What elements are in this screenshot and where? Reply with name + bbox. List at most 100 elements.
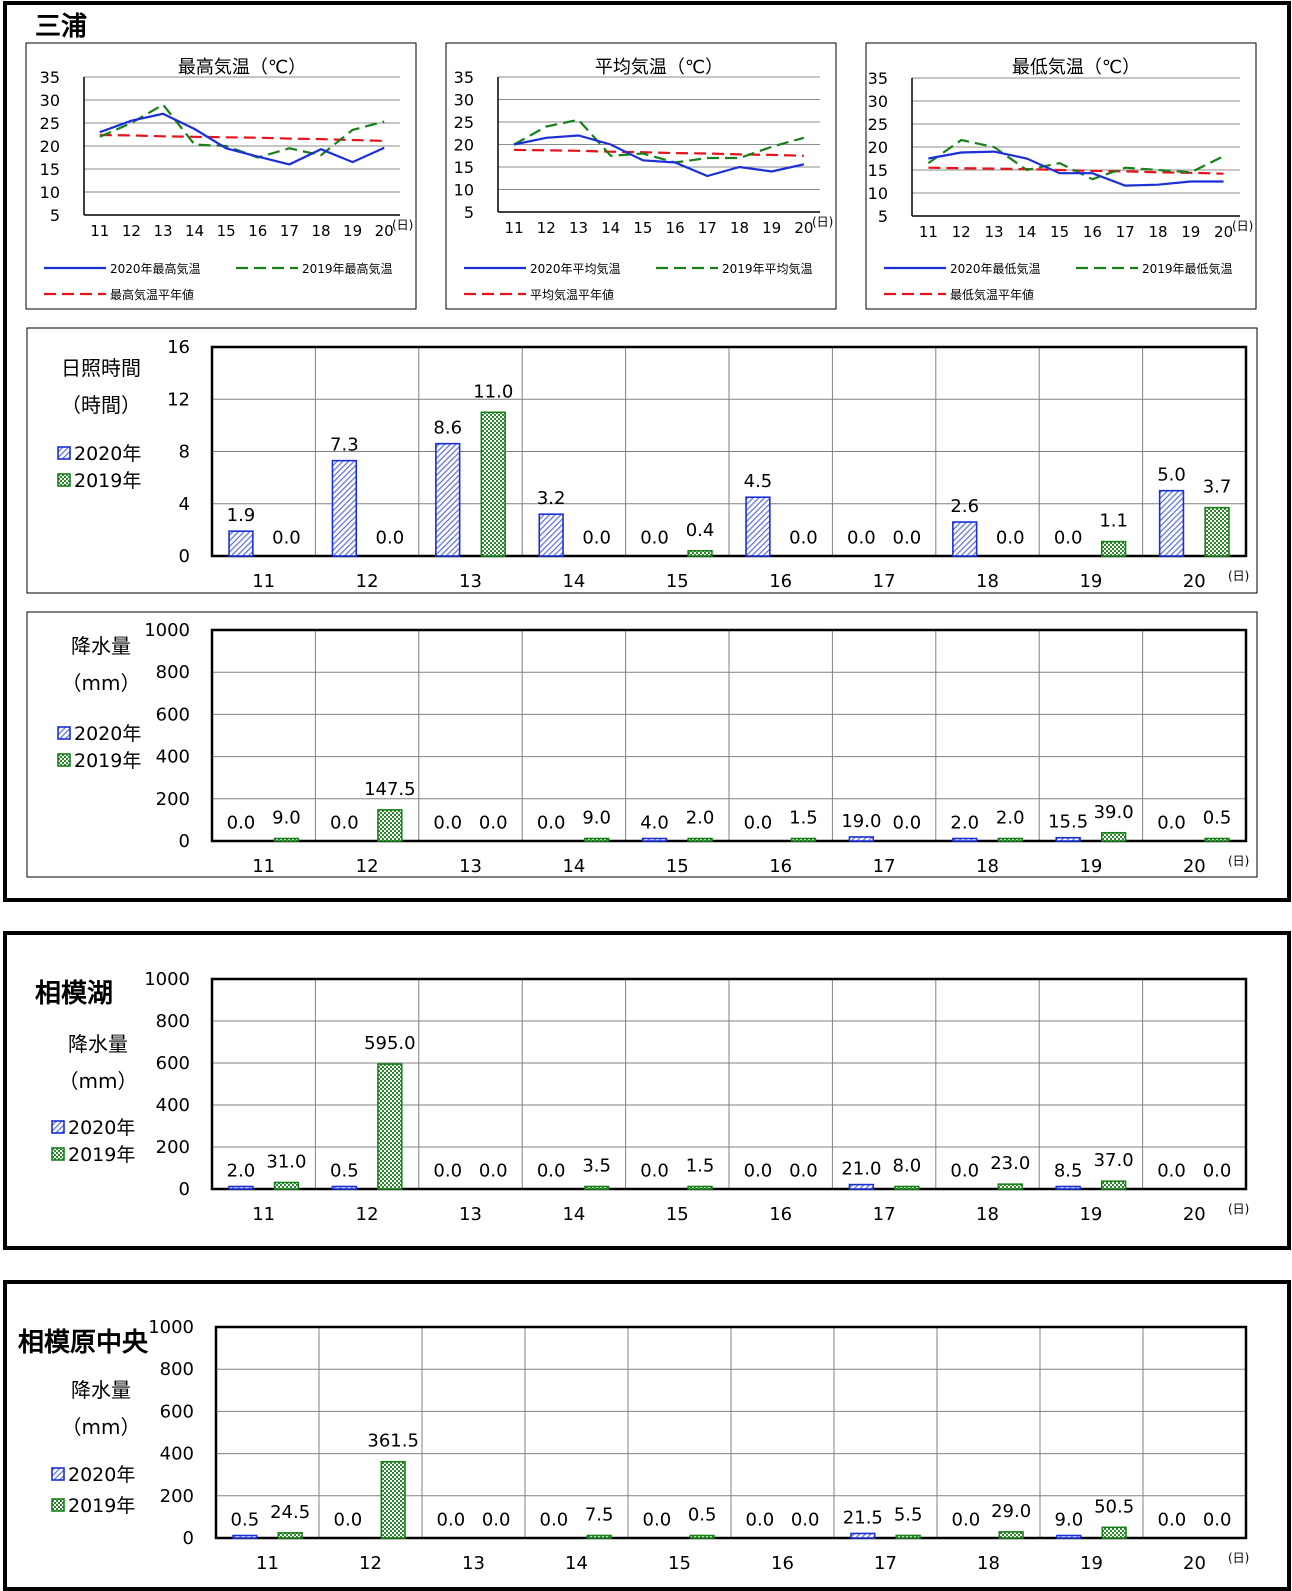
sagamiko_rain-x-tick-label: 11 [252,1204,275,1225]
miura_sun-y-tick-label: 4 [179,494,190,515]
sagamiko_rain-data-label-2019: 3.5 [582,1156,611,1177]
miura_rain-data-label-2019: 9.0 [582,808,611,829]
sagamiko_rain-data-label-2020: 0.0 [1157,1161,1186,1182]
miura_rain-data-label-2019: 147.5 [364,779,416,800]
miura_tmin-y-tick-label: 10 [868,184,888,203]
sagamihara_rain-y-tick-label: 1000 [148,1317,194,1338]
miura_tmax-normal-line [99,133,385,142]
miura_rain-plot-area [210,628,1248,843]
sagamihara_rain-bar-2020 [1056,1534,1082,1539]
miura_sun-x-tick-label: 15 [666,571,689,592]
miura_tmax-legend-label-2020: 2020年最高気温 [110,261,201,276]
miura_tmax-series-2019-line [99,103,385,159]
miura_tmax-x-tick-label: 15 [217,222,236,240]
sagamihara_rain-x-tick-label: 12 [359,1553,382,1574]
sagamihara_rain-bar-2020 [850,1532,876,1539]
miura_tmin-x-tick-label: 14 [1017,223,1036,241]
sagamihara_rain-legend-label-2020: 2020年 [68,1464,135,1486]
miura_rain-x-tick-label: 13 [459,856,482,877]
miura_tmin-legend-label-2020: 2020年最低気温 [950,261,1041,276]
miura_rain-x-tick-label: 14 [562,856,585,877]
miura_tavg-y-tick-label: 5 [464,203,474,222]
miura_tmin-legend-label-normal: 最低気温平年値 [950,287,1034,302]
miura_sun-data-label-2020: 3.2 [537,488,566,509]
miura_tmin-y-tick-label: 5 [878,207,888,226]
miura_rain-ylabel-line1: 降水量 [71,634,131,658]
miura_tavg-y-tick-label: 30 [454,91,474,110]
miura_sun-bar-2019 [1204,506,1230,557]
sagamihara_rain-x-tick-label: 13 [462,1553,485,1574]
miura_tmax-legend-label-2019: 2019年最高気温 [302,261,393,276]
miura_sun-x-tick-label: 12 [356,571,379,592]
sagamihara_rain-x-tick-label: 19 [1080,1553,1103,1574]
miura_sun-x-tick-label: 18 [976,571,999,592]
sagamihara_rain-x-tick-label: 15 [668,1553,691,1574]
miura_sun-data-label-2020: 0.0 [640,528,669,549]
miura_sun-day-unit: (日) [1228,569,1249,583]
sagamiko_rain-legend-label-2019: 2019年 [68,1144,135,1166]
miura_tmin-x-tick-label: 16 [1083,223,1102,241]
miura_tmax-legend-label-normal: 最高気温平年値 [110,287,194,302]
miura_rain-bar-2019 [377,809,403,842]
miura_sun-data-label-2020: 2.6 [950,496,979,517]
sagamiko_rain-ylabel-line1: 降水量 [68,1032,128,1056]
sagamihara_rain-data-label-2019: 0.0 [791,1510,820,1531]
sagamiko_rain-legend-label-2020: 2020年 [68,1117,135,1139]
miura_tavg-y-tick-label: 25 [454,113,474,132]
miura_sun-y-tick-label: 0 [179,546,190,567]
miura_sun-ylabel-line1: 日照時間 [61,356,141,380]
miura_tavg-title: 平均気温（℃） [595,57,723,78]
miura_sun-x-tick-label: 19 [1079,571,1102,592]
sagamiko-section-frame [3,931,1291,1250]
miura_sun-bar-2020 [228,530,254,557]
miura_rain-data-label-2020: 19.0 [841,811,881,832]
miura_sun-y-tick-label: 12 [167,389,190,410]
miura_sun-data-label-2019: 3.7 [1203,477,1232,498]
miura_rain-y-tick-label: 1000 [144,620,190,641]
miura_tmax-y-tick-label: 10 [40,183,60,202]
sagamiko_rain-bar-2019 [894,1185,920,1190]
miura_rain-x-tick-label: 11 [252,856,275,877]
miura_sun-legend-swatch-2020 [57,446,71,460]
miura_sun-bar-2020 [952,521,978,557]
miura_tavg-y-tick-label: 20 [454,136,474,155]
sagamihara_rain-x-tick-label: 17 [874,1553,897,1574]
miura_tmax-x-tick-label: 12 [122,222,141,240]
miura_tavg-legend-label-2020: 2020年平均気温 [530,261,621,276]
sagamihara_rain-bar-2019 [998,1531,1024,1539]
miura_rain-data-label-2019: 1.5 [789,808,818,829]
sagamiko_rain-x-tick-label: 13 [459,1204,482,1225]
miura_sun-x-tick-label: 13 [459,571,482,592]
sagamiko_rain-bar-2019 [377,1063,403,1190]
miura_sun-data-label-2019: 0.0 [376,528,405,549]
miura_tmax-x-tick-label: 19 [343,222,362,240]
miura_sun-data-label-2020: 8.6 [433,418,462,439]
miura_sun-x-tick-label: 20 [1183,571,1206,592]
sagamiko_rain-data-label-2020: 0.0 [433,1161,462,1182]
sagamihara_rain-bar-2019 [895,1534,921,1539]
miura_sun-y-tick-label: 8 [179,442,190,463]
miura_sun-bar-2020 [435,442,461,557]
sagamiko_rain-plot-area [210,977,1248,1191]
miura_tmax-x-tick-label: 18 [311,222,330,240]
miura_rain-bar-2020 [848,836,875,842]
sagamihara_rain-data-label-2019: 0.0 [482,1510,511,1531]
sagamihara_rain-y-tick-label: 800 [160,1359,194,1380]
miura_sun-bar-2019 [480,411,506,557]
sagamihara_rain-x-tick-label: 14 [565,1553,588,1574]
miura_rain-x-tick-label: 15 [666,856,689,877]
miura_rain-bar-2020 [641,837,668,842]
sagamiko_rain-x-tick-label: 12 [356,1204,379,1225]
sagamiko_rain-y-tick-label: 400 [156,1095,190,1116]
sagamihara_rain-y-tick-label: 0 [183,1528,194,1549]
miura_tmax-x-tick-label: 17 [280,222,299,240]
sagamihara_rain-y-tick-label: 400 [160,1444,194,1465]
miura_tavg-x-tick-label: 16 [666,219,685,237]
miura_tmax-x-tick-label: 20 [375,222,394,240]
miura_tavg-series-2020-line [513,134,805,178]
sagamihara_rain-data-label-2019: 0.5 [688,1505,717,1526]
sagamiko-section-title: 相模湖 [35,979,113,1009]
miura_rain-data-label-2020: 0.0 [433,813,462,834]
miura_tavg-x-tick-label: 13 [569,219,588,237]
miura_sun-y-tick-label: 16 [167,337,190,358]
